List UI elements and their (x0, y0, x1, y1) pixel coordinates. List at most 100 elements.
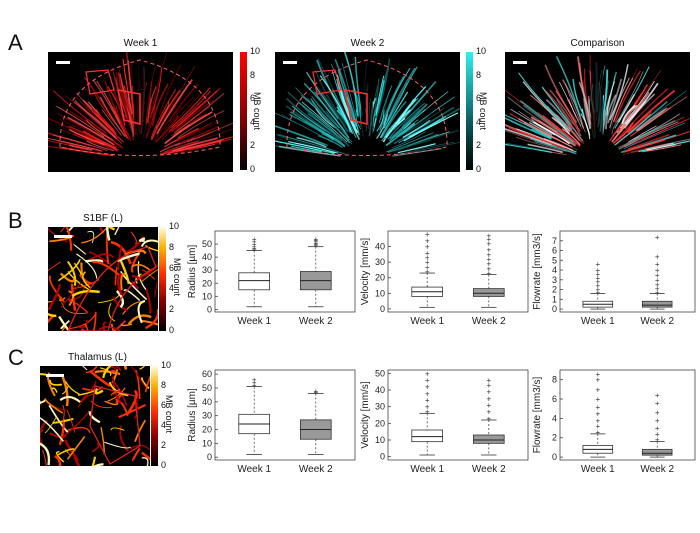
plot-frame (387, 369, 529, 461)
colorbar-week2-tick: 8 (476, 69, 482, 80)
outlier-marker: + (252, 381, 257, 390)
colorbar-week2 (466, 52, 473, 170)
week2-image (275, 52, 460, 172)
outlier-marker: + (425, 408, 430, 417)
outlier-marker: + (252, 243, 257, 252)
thalamus-image (40, 366, 150, 466)
colorbar-week2-tick: 6 (476, 93, 482, 104)
outlier-marker: + (655, 399, 660, 408)
outlier-marker: + (595, 266, 600, 275)
outlier-marker: + (486, 260, 491, 269)
colorbar-week1-tick: 6 (250, 93, 256, 104)
outlier-marker: + (655, 281, 660, 290)
outlier-marker: + (486, 394, 491, 403)
y-axis-label: Flowrate [mm3/s] (532, 376, 543, 453)
colorbar-week1-tick: 0 (250, 164, 256, 174)
outlier-marker: + (655, 252, 660, 261)
colorbar-thalamus-tick: 6 (161, 400, 167, 410)
box (238, 272, 271, 291)
y-tick-label: 30 (375, 402, 385, 412)
y-tick-label: 0 (207, 452, 212, 462)
outlier-marker: + (252, 245, 257, 254)
outlier-marker: + (595, 410, 600, 419)
outlier-marker: + (425, 376, 430, 385)
colorbar-week2-tick: 4 (476, 116, 482, 127)
box (472, 434, 505, 444)
outlier-marker: + (655, 416, 660, 425)
outlier-marker: + (655, 271, 660, 280)
y-axis-label: Velocity [mm/s] (360, 238, 371, 305)
y-tick-label: 30 (202, 265, 212, 275)
y-tick-label: 0 (380, 452, 385, 462)
outlier-marker: + (595, 278, 600, 287)
outlier-marker: + (595, 385, 600, 394)
box (411, 429, 443, 443)
outlier-marker: + (486, 381, 491, 390)
y-tick-label: 7 (552, 236, 557, 246)
y-tick-label: 30 (202, 411, 212, 421)
outlier-marker: + (425, 396, 430, 405)
colorbar-week2-tick: 0 (476, 164, 482, 174)
outlier-marker: + (486, 269, 491, 278)
outlier-marker: + (486, 376, 491, 385)
outlier-marker: + (486, 232, 491, 241)
colorbar-week2-tick: 10 (476, 46, 487, 56)
outlier-marker: + (425, 389, 430, 398)
outlier-marker: + (595, 282, 600, 291)
outlier-marker: + (425, 263, 430, 272)
outlier-marker: + (252, 235, 257, 244)
y-tick-label: 40 (202, 397, 212, 407)
outlier-marker: + (313, 240, 318, 249)
comparison-title: Comparison (570, 38, 625, 49)
y-axis-label: Radius [µm] (187, 245, 198, 299)
s1bf-image (48, 227, 158, 331)
colorbar-thalamus-tick: 4 (161, 420, 167, 430)
outlier-marker: + (655, 285, 660, 294)
y-tick-label: 40 (202, 252, 212, 262)
outlier-marker: + (486, 239, 491, 248)
outlier-marker: + (595, 428, 600, 437)
category-label: Week 1 (237, 464, 271, 475)
outlier-marker: + (595, 376, 600, 385)
panel-letter-b: B (8, 208, 23, 233)
y-tick-label: 0 (207, 304, 212, 314)
outlier-marker: + (486, 388, 491, 397)
outlier-marker: + (655, 424, 660, 433)
y-tick-label: 0 (552, 452, 557, 462)
outlier-marker: + (595, 270, 600, 279)
y-tick-label: 4 (552, 265, 557, 275)
outlier-marker: + (655, 260, 660, 269)
y-tick-label: 1 (552, 294, 557, 304)
outlier-marker: + (655, 409, 660, 418)
plot-frame (214, 230, 356, 313)
y-tick-label: 8 (552, 375, 557, 385)
box (472, 288, 505, 297)
outlier-marker: + (486, 401, 491, 410)
scale-bar (513, 61, 527, 64)
y-tick-label: 60 (202, 369, 212, 379)
y-tick-label: 10 (202, 438, 212, 448)
plot-frame (214, 369, 356, 461)
category-label: Week 2 (299, 316, 333, 327)
outlier-marker: + (425, 243, 430, 252)
week1-image (48, 52, 233, 172)
outlier-marker: + (425, 236, 430, 245)
y-tick-label: 50 (202, 383, 212, 393)
outlier-marker: + (595, 370, 600, 379)
scale-bar (283, 61, 297, 64)
outlier-marker: + (655, 266, 660, 275)
outlier-marker: + (252, 240, 257, 249)
outlier-marker: + (595, 286, 600, 295)
category-label: Week 2 (472, 464, 506, 475)
colorbar-week1-tick: 2 (250, 140, 256, 151)
y-tick-label: 40 (375, 385, 385, 395)
scale-bar (46, 374, 64, 377)
y-tick-label: 20 (202, 425, 212, 435)
category-label: Week 1 (410, 316, 444, 327)
